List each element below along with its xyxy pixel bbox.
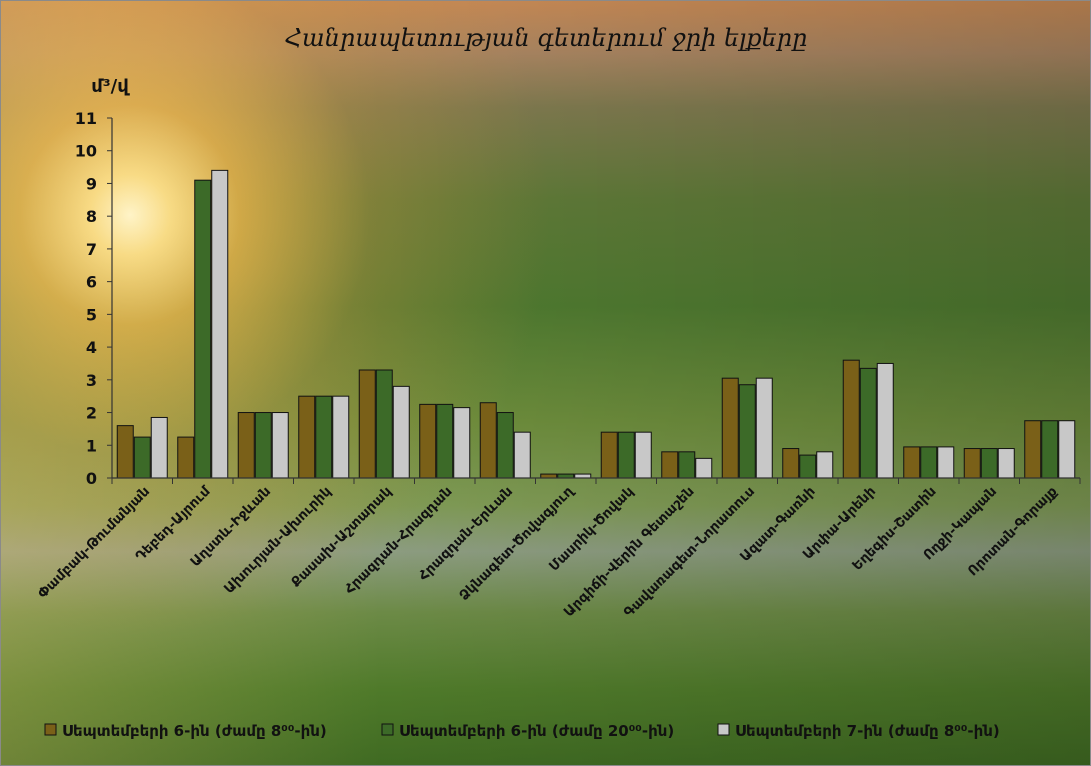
bar-series-1	[600, 431, 618, 479]
bar-series-2	[194, 179, 212, 479]
y-tick-label: 3	[86, 371, 97, 390]
chart-title: Հանրապետության գետերում ջրի ելքերը	[285, 24, 808, 52]
y-tick-label: 1	[86, 436, 97, 455]
bar-series-2	[436, 403, 454, 479]
bar-series-1	[298, 395, 316, 479]
bar-series-2	[738, 384, 756, 479]
axes	[111, 118, 1081, 484]
bar-series-3	[997, 448, 1015, 479]
bar-series-3	[695, 457, 713, 479]
bar-series-1	[721, 377, 739, 479]
legend-label: Սեպտեմբերի 6-ին (ժամը 20⁰⁰-ին)	[399, 722, 674, 740]
y-tick-label: 10	[75, 142, 97, 161]
y-tick-label: 5	[86, 305, 97, 324]
x-tick-label: Ձկնագետ-Ծովագյուղ	[456, 483, 577, 604]
y-tick-label: 0	[86, 469, 97, 488]
legend-swatch	[717, 723, 730, 736]
x-tick-label: Հրազդան-Հրազդան	[342, 484, 456, 598]
bar-series-3	[937, 446, 955, 479]
bar-series-2	[496, 412, 514, 479]
legend-label: Սեպտեմբերի 7-ին (ժամը 8⁰⁰-ին)	[735, 722, 1000, 740]
bar-series-3	[211, 169, 229, 479]
legend: Սեպտեմբերի 6-ին (ժամը 8⁰⁰-ին) Սեպտեմբերի …	[44, 722, 1000, 740]
bar-series-3	[1058, 420, 1076, 479]
y-tick-label: 6	[86, 273, 97, 292]
x-axis-labels: Փամբակ-ԹումանյանԴեբեդ-ԱյրումԱղստև-ԻջևանԱ…	[35, 483, 1061, 621]
y-tick-label: 7	[86, 240, 97, 259]
bar-series-1	[479, 402, 497, 479]
bar-series-2	[617, 431, 635, 479]
legend-swatch	[44, 723, 57, 736]
x-tick-label: Ախուրյան-Ախուրիկ	[221, 484, 335, 598]
legend-swatch	[381, 723, 394, 736]
bar-series-3	[332, 395, 350, 479]
bar-series-1	[177, 436, 195, 479]
bar-series-3	[634, 431, 652, 479]
bars	[116, 169, 1076, 479]
bar-series-1	[903, 446, 921, 479]
bar-series-1	[116, 425, 134, 479]
bar-series-1	[358, 369, 376, 479]
bar-series-1	[963, 448, 981, 479]
y-tick-label: 11	[75, 109, 97, 128]
bar-series-2	[678, 451, 696, 479]
bar-series-1	[237, 412, 255, 479]
x-tick-label: Փամբակ-Թումանյան	[35, 484, 153, 602]
bar-series-3	[755, 377, 773, 479]
bar-series-2	[1041, 420, 1059, 479]
y-axis-unit: մ³/վ	[91, 76, 130, 97]
bar-series-2	[133, 436, 151, 479]
y-tick-label: 4	[86, 338, 97, 357]
bar-series-1	[661, 451, 679, 479]
bar-series-3	[392, 385, 410, 479]
bar-series-2	[859, 367, 877, 479]
bar-series-2	[315, 395, 333, 479]
y-tick-label: 2	[86, 404, 97, 423]
bar-series-2	[920, 446, 938, 479]
bar-series-2	[799, 454, 817, 479]
bar-series-3	[271, 412, 289, 479]
bar-series-3	[513, 431, 531, 479]
bar-series-1	[782, 448, 800, 479]
x-tick-label: Քասախ-Աշտարակ	[288, 484, 395, 591]
legend-label: Սեպտեմբերի 6-ին (ժամը 8⁰⁰-ին)	[62, 722, 327, 740]
bar-series-1	[419, 403, 437, 479]
bar-series-2	[254, 412, 272, 479]
bar-series-1	[1024, 420, 1042, 479]
y-tick-label: 8	[86, 207, 97, 226]
y-tick-label: 9	[86, 174, 97, 193]
bar-series-2	[980, 448, 998, 479]
bar-series-3	[453, 407, 471, 479]
bar-series-2	[375, 369, 393, 479]
y-axis-ticks: 0 1 2 3 4 5 6 7 8 9 10 11	[75, 109, 112, 488]
bar-series-3	[150, 416, 168, 479]
bar-series-3	[876, 362, 894, 479]
bar-series-3	[816, 451, 834, 479]
bar-series-1	[842, 359, 860, 479]
